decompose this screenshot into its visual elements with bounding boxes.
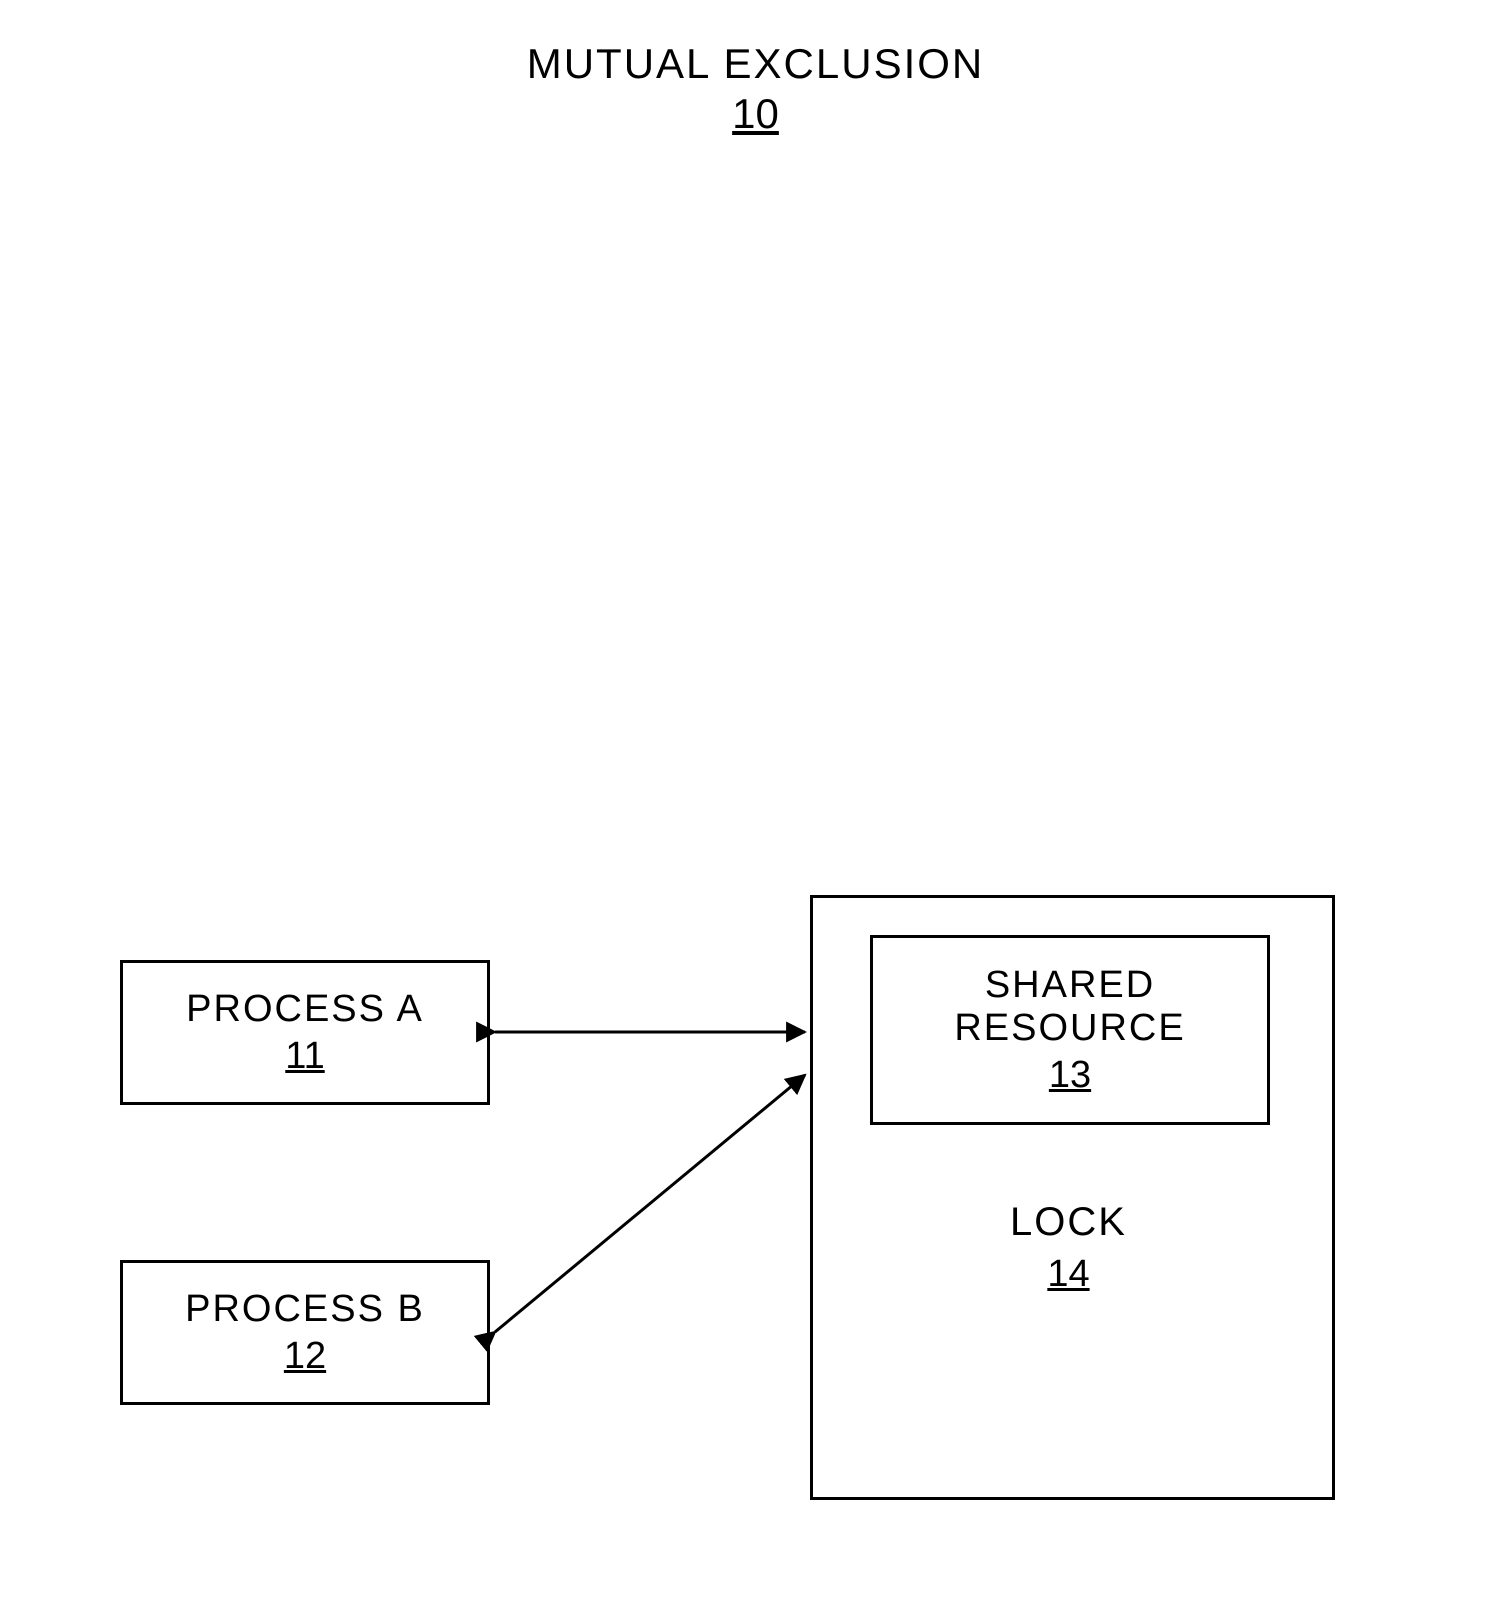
process-b-label: PROCESS B [185,1288,425,1331]
diagram-title-block: MUTUAL EXCLUSION 10 [527,40,985,138]
diagram-title-ref: 10 [527,90,985,138]
lock-label-text: LOCK [1010,1200,1127,1245]
process-b-box: PROCESS B 12 [120,1260,490,1405]
shared-resource-box: SHARED RESOURCE 13 [870,935,1270,1125]
diagram-title-text: MUTUAL EXCLUSION [527,40,985,88]
process-a-label: PROCESS A [186,988,424,1031]
process-a-ref: 11 [285,1035,324,1078]
lock-label-block: LOCK 14 [1010,1200,1127,1296]
process-a-box: PROCESS A 11 [120,960,490,1105]
shared-resource-ref: 13 [1049,1054,1091,1097]
shared-resource-label-1: SHARED [985,964,1155,1007]
lock-ref: 14 [1010,1253,1127,1296]
process-b-ref: 12 [284,1335,326,1378]
shared-resource-label-2: RESOURCE [954,1007,1185,1050]
